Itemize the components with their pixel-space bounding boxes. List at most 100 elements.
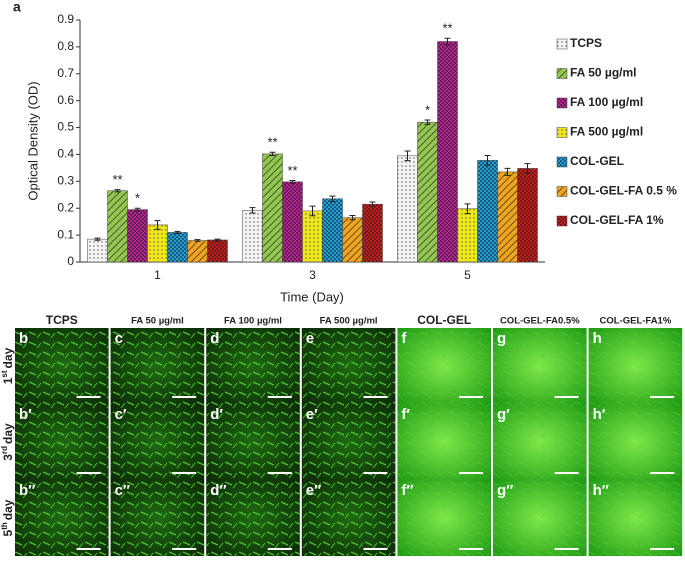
- y-tick-label: 0.2: [57, 200, 74, 214]
- micrograph-cells: [15, 480, 109, 556]
- error-bar: [309, 205, 316, 217]
- legend-swatch-pattern: [557, 98, 567, 108]
- bar-pattern: [342, 217, 363, 262]
- micrograph-cells: [110, 480, 205, 556]
- panel-letter: b″: [19, 482, 35, 499]
- micrograph-cells: [206, 404, 300, 480]
- error-bar: [194, 239, 201, 242]
- panel-letter: h: [593, 330, 602, 347]
- legend-swatch-pattern: [557, 127, 567, 138]
- y-tick-label: 0.5: [57, 120, 74, 134]
- significance-mark: **: [442, 21, 452, 36]
- significance-mark: *: [135, 191, 140, 206]
- error-bar: [329, 195, 336, 202]
- bar-pattern: [517, 168, 538, 262]
- bar-pattern: [477, 160, 498, 262]
- y-tick-label: 0: [67, 254, 74, 268]
- panel-label: a: [13, 0, 21, 15]
- error-bar: [349, 214, 356, 221]
- row-suffix: th: [0, 522, 9, 530]
- panel-letter: c″: [115, 482, 131, 499]
- panel-letter: d: [210, 330, 219, 347]
- micrograph-cells: [301, 480, 396, 556]
- legend-label: TCPS: [570, 36, 602, 50]
- legend-label: COL-GEL-FA 0.5 %: [570, 184, 677, 198]
- bar-pattern: [107, 190, 128, 262]
- micrograph-cells: [301, 404, 396, 480]
- column-header: COL-GEL-FA1%: [600, 316, 672, 327]
- panel-letter: g″: [497, 482, 513, 499]
- bar-pattern: [457, 208, 478, 262]
- column-header: COL-GEL-FA0.5%: [500, 316, 580, 327]
- row-suffix: rd: [0, 446, 9, 454]
- column-header: COL-GEL: [417, 313, 471, 327]
- panel-letter: c′: [115, 406, 127, 423]
- error-bar: [134, 207, 141, 212]
- bar-pattern: [302, 210, 323, 262]
- micrograph-cells: [110, 328, 205, 404]
- bar-pattern: [282, 181, 303, 262]
- x-tick-label: 5: [464, 268, 471, 282]
- micrograph-cells: [588, 404, 683, 480]
- legend-swatch-pattern: [557, 68, 567, 79]
- row-unit: day: [1, 423, 15, 444]
- error-bar: [404, 150, 411, 162]
- panel-letter: f: [401, 330, 407, 347]
- error-bar: [424, 119, 431, 125]
- column-header: FA 50 µg/ml: [131, 316, 184, 327]
- x-tick-label: 1: [154, 268, 161, 282]
- bar-pattern: [262, 153, 283, 262]
- legend-label: FA 100 µg/ml: [570, 95, 643, 109]
- legend-swatch-pattern: [557, 39, 567, 49]
- y-tick-label: 0.8: [57, 39, 74, 53]
- bar-pattern: [87, 239, 108, 262]
- panel-letter: d″: [210, 482, 226, 499]
- error-bar: [249, 207, 256, 214]
- micrograph-cells: [15, 328, 109, 404]
- y-tick-label: 0.6: [57, 93, 74, 107]
- legend-swatch-pattern: [557, 216, 567, 226]
- micrograph-cells: [110, 404, 205, 480]
- row-unit: day: [1, 347, 15, 368]
- x-tick-label: 3: [309, 268, 316, 282]
- panel-letter: f″: [401, 482, 413, 499]
- significance-mark: **: [267, 135, 277, 150]
- row-suffix: st: [0, 370, 9, 377]
- significance-mark: **: [287, 163, 297, 178]
- micrograph-cells: [301, 328, 396, 404]
- bar-pattern: [147, 224, 168, 262]
- error-bar: [94, 237, 101, 241]
- row-number: 5: [1, 529, 15, 536]
- micrograph-cells: [493, 404, 587, 480]
- micrograph-cells: [588, 328, 683, 404]
- panel-letter: f′: [401, 406, 410, 423]
- bar-pattern: [207, 239, 228, 262]
- error-bar: [174, 230, 181, 234]
- error-bar: [269, 151, 276, 157]
- column-header: FA 500 µg/ml: [320, 316, 378, 327]
- significance-mark: **: [112, 172, 122, 187]
- bar-pattern: [242, 210, 263, 262]
- panel-letter: h″: [593, 482, 609, 499]
- row-label: 5th day: [0, 499, 15, 536]
- micrograph-cells: [206, 480, 300, 556]
- panel-letter: e′: [306, 406, 318, 423]
- x-axis-label: Time (Day): [280, 289, 344, 304]
- error-bar: [484, 155, 491, 166]
- row-label: 3rd day: [0, 423, 15, 461]
- significance-mark: *: [425, 102, 430, 117]
- panel-letter: d′: [210, 406, 223, 423]
- y-axis-label: Optical Density (OD): [25, 81, 40, 200]
- panel-letter: e″: [306, 482, 322, 499]
- row-unit: day: [1, 499, 15, 520]
- legend-label: FA 50 µg/ml: [570, 66, 637, 80]
- error-bar: [114, 189, 121, 193]
- panel-letter: e: [306, 330, 314, 347]
- panel-letter: g: [497, 330, 506, 347]
- error-bar: [214, 238, 221, 242]
- row-label: 1st day: [0, 347, 15, 384]
- row-number: 1: [1, 377, 15, 384]
- column-header: TCPS: [46, 313, 78, 327]
- bar-pattern: [397, 155, 418, 262]
- row-number: 3: [1, 454, 15, 461]
